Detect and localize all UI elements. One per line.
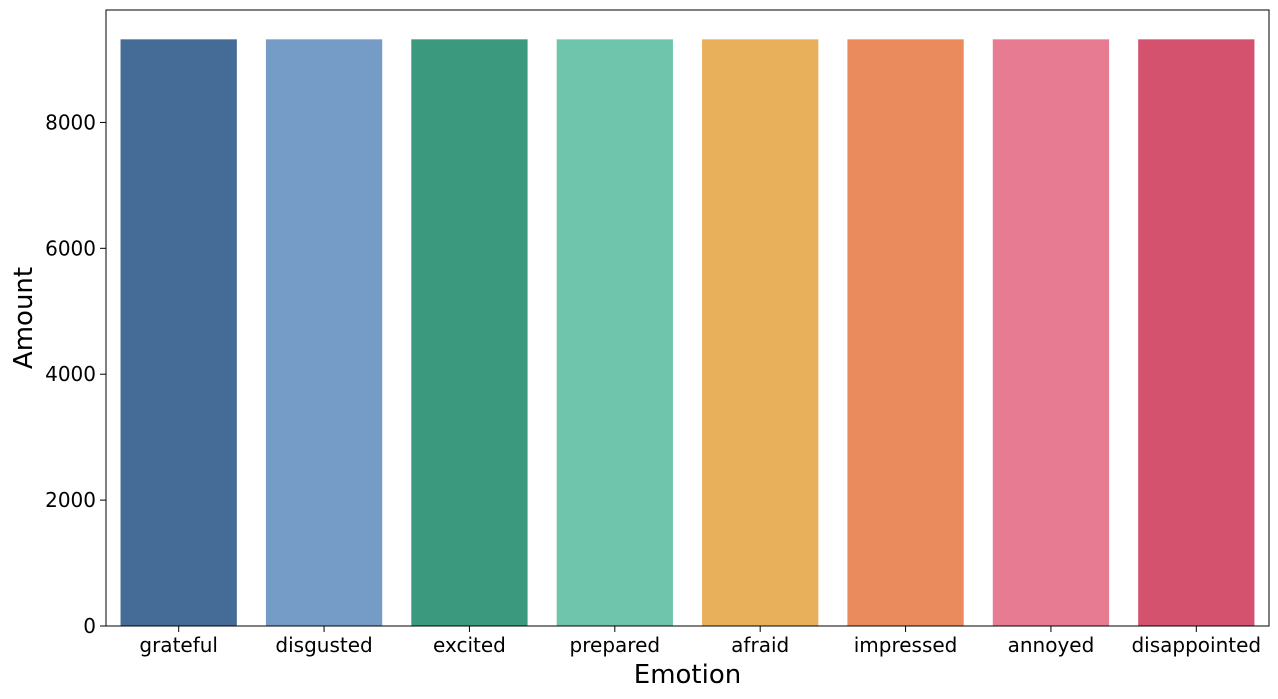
x-tick-label: prepared <box>570 633 661 657</box>
bar-excited <box>411 39 528 627</box>
bars-group <box>120 39 1255 627</box>
plot-frame <box>105 9 1270 627</box>
y-tick-label: 6000 <box>45 236 96 260</box>
x-tick-label: disgusted <box>275 633 372 657</box>
x-tick-label: impressed <box>854 633 958 657</box>
bar-annoyed <box>992 39 1110 627</box>
y-tick-label: 0 <box>83 614 96 638</box>
x-tick-label: grateful <box>139 633 218 657</box>
x-tick-label: afraid <box>731 633 789 657</box>
bar-disappointed <box>1138 39 1255 627</box>
x-axis-label: Emotion <box>634 660 741 690</box>
x-tick-label: disappointed <box>1131 633 1261 657</box>
x-tick-label: excited <box>433 633 506 657</box>
x-axis-ticks: grateful disgusted excited prepared afraid im… <box>139 626 1261 657</box>
y-tick-label: 8000 <box>45 110 96 134</box>
bar-disgusted <box>265 39 383 627</box>
y-tick-label: 2000 <box>45 488 96 512</box>
y-tick-label: 4000 <box>45 362 96 386</box>
bar-prepared <box>556 39 673 627</box>
bar-impressed <box>847 39 964 627</box>
y-axis-label: Amount <box>9 267 39 369</box>
bar-grateful <box>120 39 237 627</box>
bar-afraid <box>702 39 819 627</box>
x-tick-label: annoyed <box>1008 633 1095 657</box>
y-axis-ticks: 0 2000 4000 6000 8000 <box>45 110 106 638</box>
